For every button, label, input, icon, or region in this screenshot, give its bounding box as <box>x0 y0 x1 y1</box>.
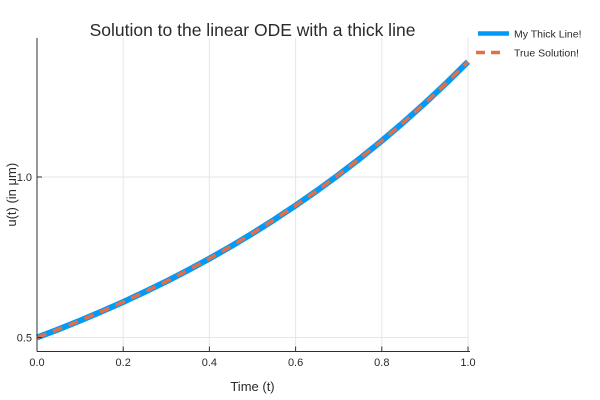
x-tick-label: 0.0 <box>29 357 44 369</box>
ticks-layer: 0.0 0.2 0.4 0.6 0.8 1.0 0.5 1.0 <box>17 172 476 369</box>
legend-label-my-thick-line: My Thick Line! <box>514 29 582 41</box>
x-tick-label: 0.2 <box>116 357 131 369</box>
chart-title: Solution to the linear ODE with a thick … <box>90 20 416 40</box>
legend: My Thick Line! True Solution! <box>476 29 582 60</box>
series-line-true-solution <box>36 60 470 340</box>
x-axis-label: Time (t) <box>230 379 274 394</box>
x-tick-label: 0.6 <box>288 357 303 369</box>
series-line-my-thick-line <box>35 59 471 341</box>
x-tick-label: 0.8 <box>374 357 389 369</box>
x-tick-label: 0.4 <box>202 357 217 369</box>
legend-label-true-solution: True Solution! <box>514 48 579 60</box>
y-tick-label: 1.0 <box>17 172 32 184</box>
axes-layer: 0.0 0.2 0.4 0.6 0.8 1.0 0.5 1.0 <box>17 38 476 369</box>
x-tick-label: 1.0 <box>460 357 475 369</box>
grid-layer <box>37 38 469 352</box>
y-tick-label: 0.5 <box>17 333 32 345</box>
curves-layer <box>35 59 471 341</box>
y-axis-label: u(t) (in μm) <box>4 163 19 227</box>
